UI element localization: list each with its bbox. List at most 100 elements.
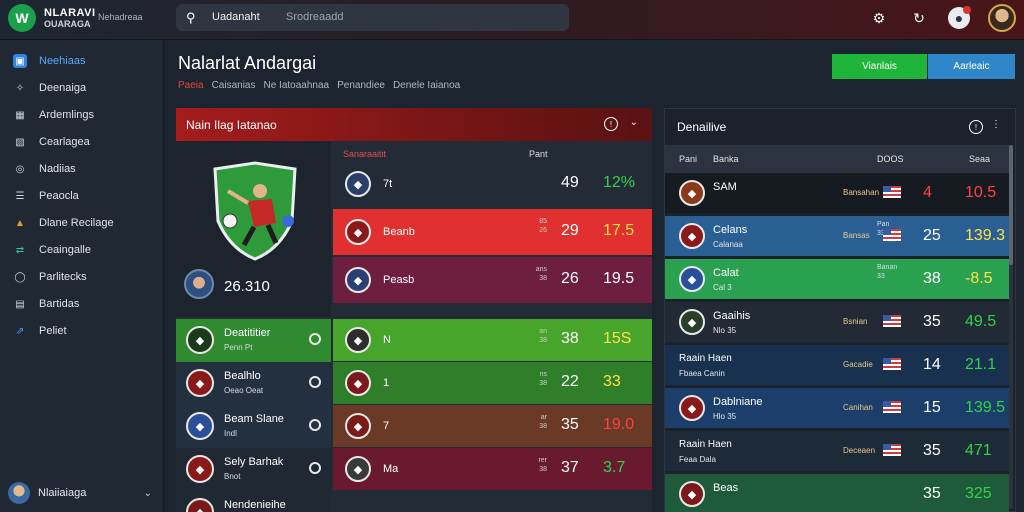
standings-row[interactable]: Raain Haen Fbaea Canin Gacadie 14 21.1 bbox=[665, 345, 1009, 385]
player-subtitle: Feaa Dala bbox=[679, 455, 716, 464]
sidebar-item-label: Nadiias bbox=[39, 163, 76, 175]
scrollbar-thumb[interactable] bbox=[1009, 145, 1013, 265]
team-subtitle: Cal 3 bbox=[713, 283, 732, 292]
brand-name-line2: OUARAGA bbox=[44, 19, 91, 29]
subnav-item[interactable]: Caisanias bbox=[211, 80, 256, 91]
match-row[interactable]: ◆ 1 ns 38 22 33 bbox=[333, 362, 652, 404]
app-logo-icon[interactable]: W bbox=[8, 4, 36, 32]
sidebar-item-label: Neehiaas bbox=[39, 55, 86, 67]
match-row[interactable]: ◆ Peasb ans 38 26 19.5 bbox=[333, 257, 652, 303]
standings-row[interactable]: ◆ SAM Bansahan 4 10.5 bbox=[665, 173, 1009, 213]
info-icon[interactable]: ! bbox=[604, 117, 618, 131]
team-crest-icon: ◆ bbox=[679, 481, 705, 507]
sidebar: ▣ Neehiaas ✧ Deenaiga ▦ Ardemlings ▧ Cearlagea ◎… bbox=[0, 40, 164, 512]
toggle-icon[interactable] bbox=[309, 333, 321, 345]
toggle-icon[interactable] bbox=[309, 419, 321, 431]
avatar[interactable] bbox=[988, 4, 1016, 32]
league-row[interactable]: ◆ Sely Barhak Bnot bbox=[176, 448, 331, 491]
chevron-down-icon[interactable]: ⌄ bbox=[143, 487, 152, 499]
sidebar-item[interactable]: ▧ Cearlagea bbox=[0, 129, 164, 155]
league-row[interactable]: ◆ Beam Slane Indl bbox=[176, 405, 331, 448]
sidebar-item[interactable]: ▤ Bartidas bbox=[0, 291, 164, 317]
col-header[interactable]: DOOS bbox=[877, 154, 904, 164]
club-crest-icon: ◆ bbox=[186, 412, 214, 440]
player-name: Raain Haen bbox=[679, 353, 732, 364]
standings-row[interactable]: Raain Haen Feaa Dala Deceaen 35 471 bbox=[665, 431, 1009, 471]
row-score: 139.5 bbox=[965, 399, 1006, 416]
circle-icon: ◎ bbox=[15, 163, 25, 175]
sidebar-item[interactable]: ▲ Dlane Recilage bbox=[0, 210, 164, 236]
bird-icon: ✧ bbox=[15, 82, 25, 94]
refresh-icon[interactable]: ↻ bbox=[913, 9, 925, 26]
col-header[interactable]: Pani bbox=[679, 154, 698, 164]
club-crest-icon: ◆ bbox=[186, 498, 214, 512]
match-value: 37 bbox=[561, 459, 579, 476]
match-value: 49 bbox=[561, 174, 579, 191]
club-name: Deatititier bbox=[224, 327, 271, 339]
search-query: Uadanaht bbox=[212, 11, 260, 23]
matches-column-header: Sanaraaitit Pant bbox=[333, 141, 652, 161]
ring-icon: ◯ bbox=[14, 271, 26, 283]
shuffle-icon: ⇄ bbox=[15, 244, 25, 256]
subnav-item[interactable]: Ne Iatoaahnaa bbox=[263, 80, 330, 91]
image-icon: ▧ bbox=[15, 136, 25, 148]
col-header[interactable]: Banka bbox=[713, 154, 739, 164]
sidebar-item[interactable]: ⇄ Ceaingalle bbox=[0, 237, 164, 263]
match-row[interactable]: ◆ Beanb 85 26 29 17.5 bbox=[333, 209, 652, 255]
sidebar-item[interactable]: ◎ Nadiias bbox=[0, 156, 164, 182]
match-row[interactable]: ◆ 7 ar 38 35 19.0 bbox=[333, 405, 652, 447]
league-row[interactable]: ◆ Bealhlo Oeao Oeat bbox=[176, 362, 331, 405]
notifications-icon[interactable]: ● bbox=[948, 6, 971, 29]
team-subtitle: Calanaa bbox=[713, 240, 743, 249]
matches-head-left: Sanaraaitit bbox=[343, 149, 387, 159]
search-input[interactable]: ⚲ Uadanaht Srodreaadd bbox=[176, 4, 569, 31]
standings-row[interactable]: ◆ Celans Calanaa Bansas Pan 33 25 139.3 bbox=[665, 216, 1009, 256]
secondary-action-button[interactable]: Aarleaic bbox=[928, 54, 1015, 79]
row-label: Canihan bbox=[843, 403, 873, 412]
matches-head-right: Pant bbox=[529, 149, 548, 159]
col-header[interactable]: Seaa bbox=[969, 154, 991, 164]
scrollbar-track[interactable] bbox=[1009, 145, 1013, 509]
sidebar-item[interactable]: ▦ Ardemlings bbox=[0, 102, 164, 128]
league-row[interactable]: ◆ Nendenieihe bbox=[176, 491, 331, 512]
standings-row[interactable]: ◆ Beas 35 325 bbox=[665, 474, 1009, 512]
flag-icon bbox=[883, 229, 901, 241]
team-crest-icon: ◆ bbox=[679, 266, 705, 292]
match-row[interactable]: ◆ Ma rer 38 37 3.7 bbox=[333, 448, 652, 490]
player-avatar bbox=[184, 269, 214, 299]
info-icon[interactable]: ! bbox=[969, 120, 983, 134]
team-subtitle: Nlo 35 bbox=[713, 326, 737, 335]
player-shield-image bbox=[213, 161, 297, 261]
subnav-item[interactable]: Paeia bbox=[178, 80, 204, 91]
toggle-icon[interactable] bbox=[309, 376, 321, 388]
search-icon: ⚲ bbox=[186, 10, 196, 25]
featured-match-card[interactable]: 26.310 bbox=[176, 141, 331, 317]
list-icon: ☰ bbox=[15, 190, 25, 202]
primary-action-button[interactable]: Vianlais bbox=[832, 54, 927, 79]
league-row[interactable]: ◆ Deatititier Penn Pt bbox=[176, 319, 331, 362]
toggle-icon[interactable] bbox=[309, 462, 321, 474]
match-row[interactable]: ◆ 7t 49 12% bbox=[333, 161, 652, 207]
team-crest-icon: ◆ bbox=[345, 456, 371, 482]
grid-icon: ▦ bbox=[15, 109, 25, 121]
standings-row[interactable]: ◆ Dablniane Hlo 35 Canihan 15 139.5 bbox=[665, 388, 1009, 428]
subnav-item[interactable]: Penandiee bbox=[337, 80, 385, 91]
more-icon[interactable]: ⋮ bbox=[991, 119, 1001, 130]
sidebar-item[interactable]: ☰ Peaocla bbox=[0, 183, 164, 209]
chevron-down-icon[interactable]: ⌄ bbox=[629, 117, 638, 128]
club-crest-icon: ◆ bbox=[186, 455, 214, 483]
standings-row[interactable]: ◆ Calat Cal 3 Banan 33 38 -8.5 bbox=[665, 259, 1009, 299]
subnav-item[interactable]: Denele Iaianoa bbox=[392, 80, 461, 91]
settings-icon[interactable]: ⚙ bbox=[872, 9, 886, 26]
sidebar-item[interactable]: ▣ Neehiaas bbox=[0, 48, 164, 74]
sidebar-item[interactable]: ◯ Parlitecks bbox=[0, 264, 164, 290]
sidebar-item[interactable]: ⇗ Peliet bbox=[0, 318, 164, 344]
club-name: Sely Barhak bbox=[224, 456, 284, 468]
user-menu[interactable]: Nlaiiaiaga ⌄ bbox=[8, 480, 158, 506]
sidebar-item[interactable]: ✧ Deenaiga bbox=[0, 75, 164, 101]
sidebar-item-label: Parlitecks bbox=[39, 271, 87, 283]
standings-row[interactable]: ◆ Gaaihis Nlo 35 Bsnian 35 49.5 bbox=[665, 302, 1009, 342]
avatar bbox=[8, 482, 30, 504]
team-crest-icon: ◆ bbox=[345, 327, 371, 353]
